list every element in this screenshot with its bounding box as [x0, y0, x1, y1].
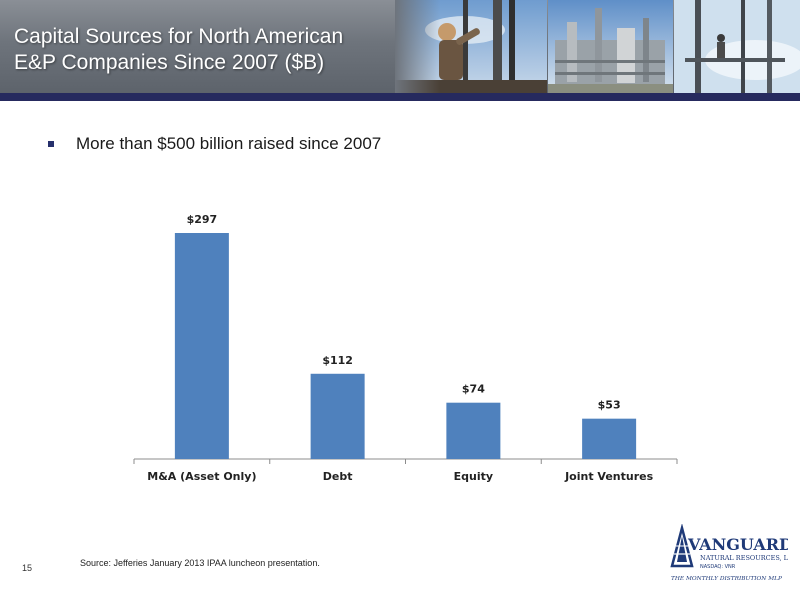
x-tick-label: Equity	[454, 470, 493, 483]
title-line-2: E&P Companies Since 2007 ($B)	[14, 51, 325, 74]
logo-ticker: NASDAQ: VNR	[700, 564, 736, 570]
header-banner: Capital Sources for North American E&P C…	[0, 0, 800, 93]
page-number: 15	[22, 563, 33, 573]
data-label: $112	[322, 354, 353, 367]
bullet-text: More than $500 billion raised since 2007	[76, 134, 382, 153]
logo-name: VANGUARD	[687, 535, 788, 554]
bullet-point: More than $500 billion raised since 2007	[48, 134, 381, 154]
bar	[174, 233, 229, 459]
bar	[310, 373, 365, 459]
x-tick-label: M&A (Asset Only)	[147, 470, 256, 483]
header-divider-bar	[0, 93, 800, 101]
source-note: Source: Jefferies January 2013 IPAA lunc…	[80, 558, 320, 568]
data-label: $53	[598, 399, 621, 412]
bar	[582, 418, 637, 459]
vanguard-logo: VANGUARD NATURAL RESOURCES, LLC NASDAQ: …	[670, 524, 788, 582]
bar	[446, 402, 501, 459]
derrick-emblem-icon	[670, 524, 694, 568]
data-label: $74	[462, 383, 485, 396]
title-line-1: Capital Sources for North American	[14, 25, 344, 48]
x-tick-label: Debt	[323, 470, 353, 483]
slide-title: Capital Sources for North American E&P C…	[14, 24, 343, 76]
square-bullet-icon	[48, 141, 54, 147]
x-tick-label: Joint Ventures	[564, 470, 654, 483]
logo-tagline: THE MONTHLY DISTRIBUTION MLP	[671, 576, 782, 582]
logo-subtitle: NATURAL RESOURCES, LLC	[700, 554, 788, 562]
header-photo-strip	[395, 0, 800, 93]
data-label: $297	[187, 213, 218, 226]
